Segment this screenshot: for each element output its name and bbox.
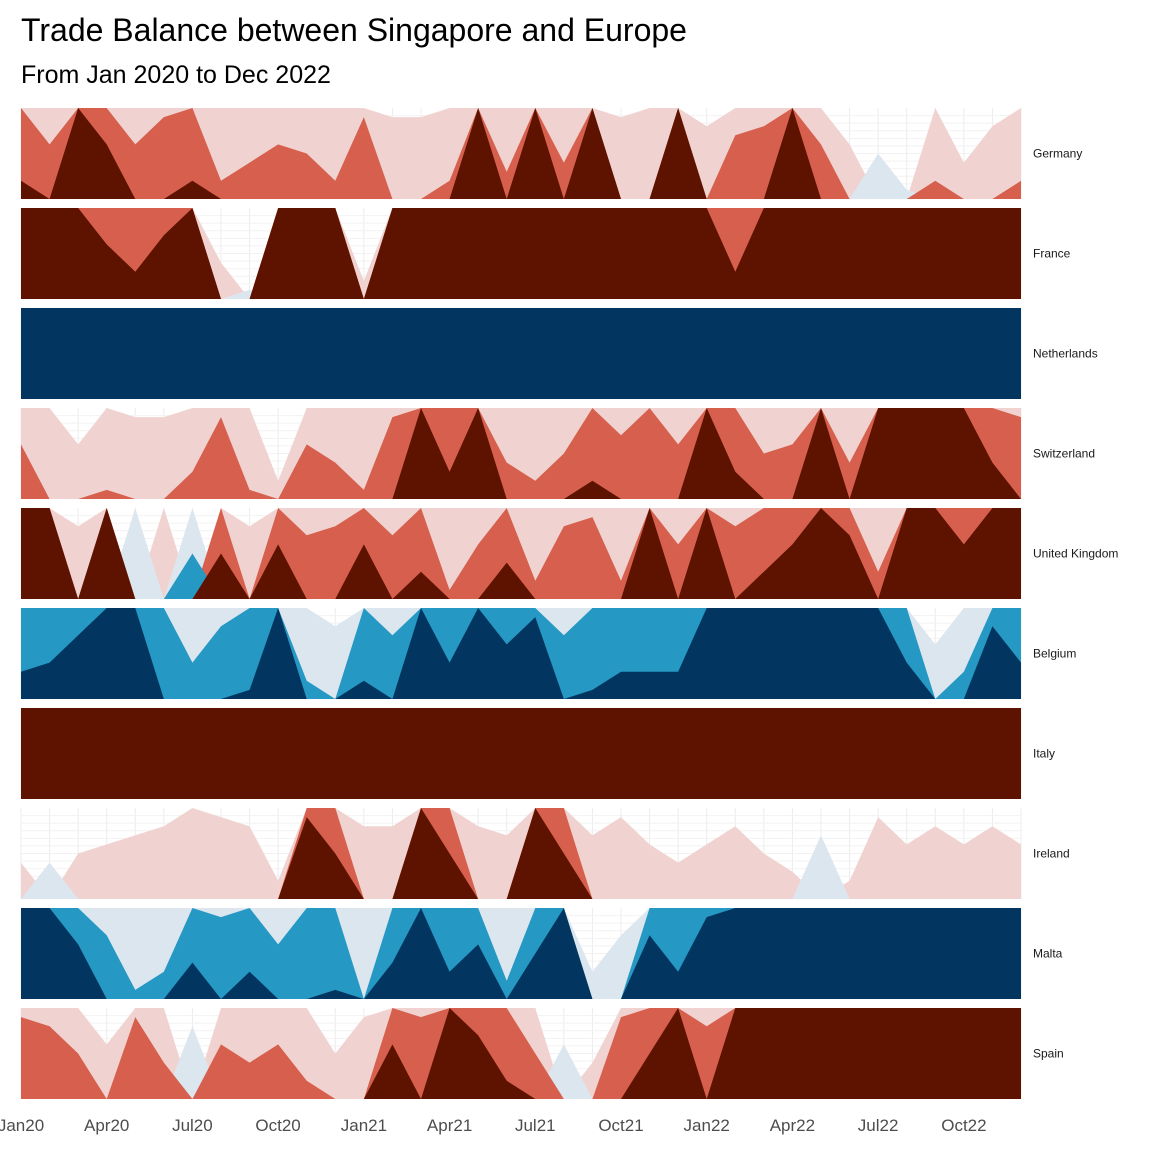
pos-band-3 [21, 508, 1021, 599]
strip-switzerland: Switzerland [20, 408, 1095, 499]
pos-band-3 [21, 108, 1021, 199]
pos-band-3 [21, 1008, 1021, 1099]
strip-label: Spain [1033, 1047, 1064, 1061]
strip-label: Netherlands [1033, 347, 1098, 361]
strip-label: Switzerland [1033, 447, 1095, 461]
strip-malta: Malta [20, 908, 1063, 999]
x-tick-label: Jan20 [0, 1116, 44, 1135]
strip-germany: Germany [20, 108, 1082, 199]
neg-band-3 [21, 908, 1021, 999]
strip-france: France [20, 208, 1071, 299]
x-tick-label: Oct21 [598, 1116, 643, 1135]
strip-label: France [1033, 247, 1071, 261]
pos-band-3 [21, 808, 1021, 899]
pos-band-3 [21, 408, 1021, 499]
neg-band-1 [21, 835, 1021, 899]
strip-spain: Spain [20, 1008, 1064, 1099]
strip-label: Ireland [1033, 847, 1070, 861]
x-tick-label: Oct20 [255, 1116, 300, 1135]
x-tick-label: Jul22 [858, 1116, 899, 1135]
strip-label: Malta [1033, 947, 1063, 961]
strip-united-kingdom: United Kingdom [20, 508, 1118, 599]
pos-band-2 [21, 408, 1021, 499]
strip-ireland: Ireland [20, 808, 1070, 899]
x-tick-label: Apr22 [770, 1116, 815, 1135]
strip-belgium: Belgium [20, 608, 1076, 699]
x-tick-label: Jan21 [341, 1116, 387, 1135]
strip-italy: Italy [20, 708, 1055, 799]
x-tick-label: Jul21 [515, 1116, 556, 1135]
strip-label: Italy [1033, 747, 1055, 761]
x-tick-label: Jul20 [172, 1116, 213, 1135]
x-tick-label: Apr21 [427, 1116, 472, 1135]
neg-band-3 [21, 308, 1021, 399]
x-axis: Jan20 Apr20 Jul20 Oct20 Jan21 Apr21 Jul21 Oct21… [0, 1116, 987, 1135]
neg-band-3 [21, 608, 1021, 699]
chart-title: Trade Balance between Singapore and Euro… [21, 12, 687, 48]
strip-netherlands: Netherlands [20, 308, 1098, 399]
x-tick-label: Apr20 [84, 1116, 129, 1135]
x-tick-label: Oct22 [941, 1116, 986, 1135]
chart-subtitle: From Jan 2020 to Dec 2022 [21, 61, 331, 89]
strip-label: United Kingdom [1033, 547, 1118, 561]
x-tick-label: Jan22 [684, 1116, 730, 1135]
pos-band-3 [21, 208, 1021, 299]
pos-band-3 [21, 708, 1021, 799]
strip-label: Germany [1033, 147, 1082, 161]
strip-label: Belgium [1033, 647, 1076, 661]
